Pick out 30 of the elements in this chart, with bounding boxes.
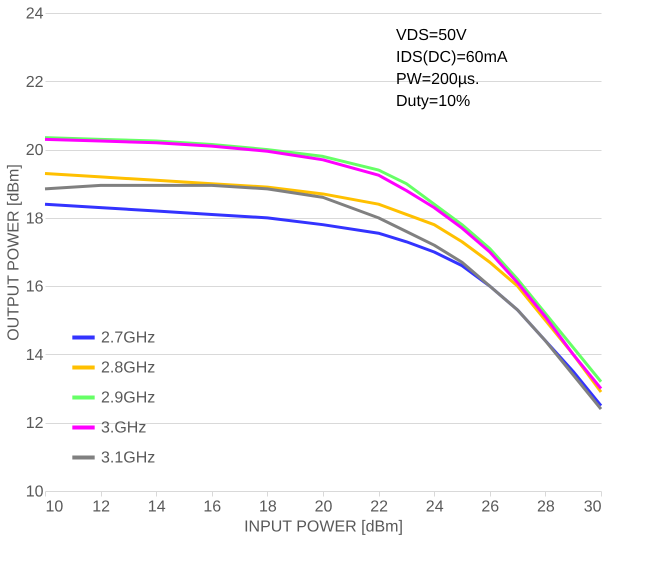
x-tick-label: 10 [46,498,64,516]
x-tick-label: 18 [259,498,277,516]
legend-label: 2.9GHz [101,390,156,406]
x-tick-label: 22 [370,498,388,516]
y-tick-label: 14 [26,346,44,364]
y-tick-label: 20 [26,142,44,160]
annotation: PW=200µs. [396,71,480,88]
x-tick-label: 12 [92,498,110,516]
x-tick-label: 20 [314,498,332,516]
x-axis-title: INPUT POWER [dBm] [244,518,403,536]
x-tick-label: 24 [426,498,444,516]
x-tick-label: 16 [203,498,222,516]
legend-label: 2.8GHz [101,360,156,376]
y-tick-label: 24 [26,6,44,22]
annotation: Duty=10% [396,93,470,110]
y-tick-label: 18 [26,210,44,228]
legend-label: 3.1GHz [101,450,156,466]
annotation: VDS=50V [396,27,468,44]
x-tick-label: 30 [584,498,602,516]
y-axis-title: OUTPUT POWER [dBm] [6,164,23,341]
y-tick-label: 12 [26,415,44,432]
x-tick-label: 28 [537,498,555,516]
y-tick-label: 16 [26,278,44,296]
x-tick-label: 14 [148,498,166,516]
legend-label: 3.GHz [101,420,146,436]
y-tick-label: 10 [26,484,44,500]
annotation: IDS(DC)=60mA [396,49,508,66]
y-tick-label: 22 [26,74,44,91]
legend-label: 2.7GHz [101,330,156,346]
x-tick-label: 26 [481,498,500,516]
